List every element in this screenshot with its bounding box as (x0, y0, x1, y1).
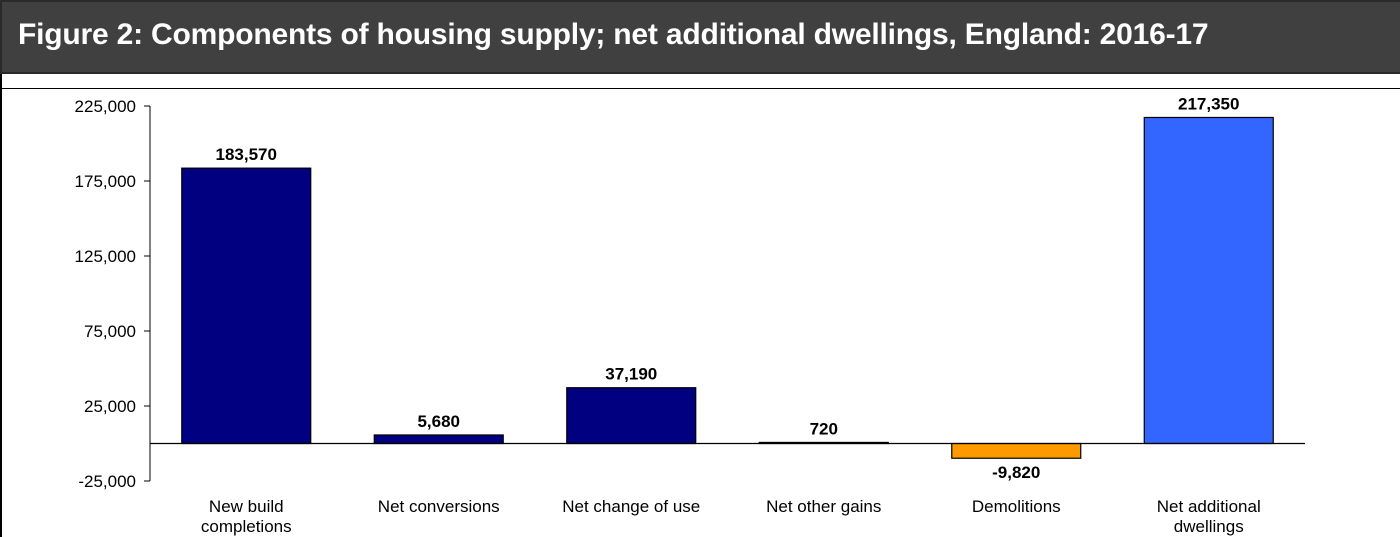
bar (566, 387, 697, 445)
left-border (0, 74, 2, 537)
data-label: 5,680 (417, 412, 460, 431)
data-label: 183,570 (216, 145, 277, 164)
x-tick-label: Net change of use (562, 497, 700, 516)
data-label: 37,190 (605, 365, 657, 384)
x-tick-label: New build completions (201, 497, 292, 536)
y-tick-label: 75,000 (84, 322, 136, 341)
y-tick-label: 225,000 (75, 97, 136, 116)
y-tick-label: 175,000 (75, 172, 136, 191)
bar (373, 434, 504, 445)
y-tick-label: 25,000 (84, 397, 136, 416)
x-tick-label: Net conversions (378, 497, 500, 516)
x-tick-label: Net additional dwellings (1157, 497, 1261, 536)
header-divider (0, 88, 1400, 89)
chart-title: Figure 2: Components of housing supply; … (18, 18, 1209, 51)
bar (181, 167, 312, 445)
data-label: 720 (810, 419, 838, 438)
y-tick-label: 125,000 (75, 247, 136, 266)
data-label: 217,350 (1178, 94, 1239, 113)
bar (1143, 116, 1274, 445)
x-tick-label: Net other gains (766, 497, 881, 516)
x-tick-label: Demolitions (972, 497, 1061, 516)
title-bar: Figure 2: Components of housing supply; … (0, 0, 1400, 74)
y-tick-label: -25,000 (78, 472, 136, 491)
data-label: -9,820 (992, 463, 1040, 482)
bar (951, 442, 1082, 459)
